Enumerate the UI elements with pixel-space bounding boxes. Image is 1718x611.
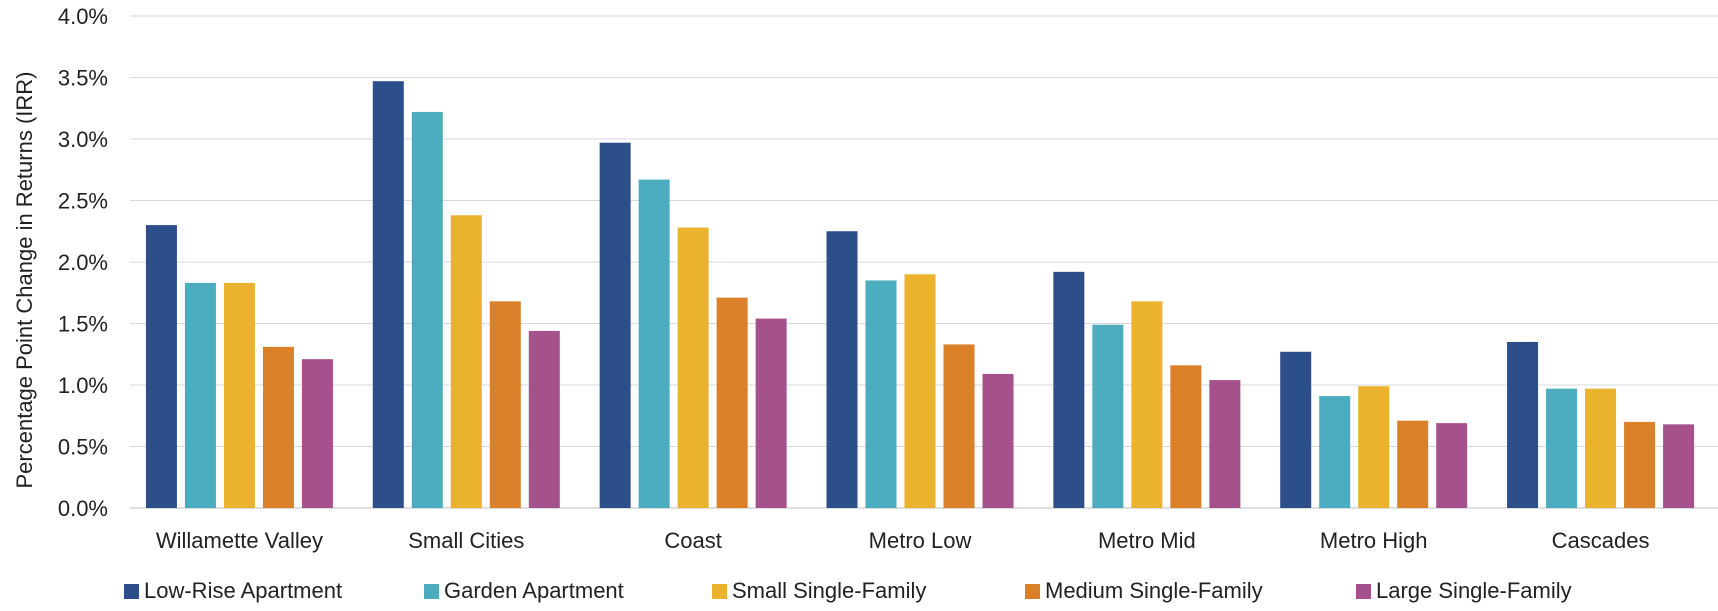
- y-tick-label: 3.0%: [58, 127, 108, 152]
- bar: [1319, 396, 1351, 508]
- bar: [411, 111, 443, 508]
- x-category-label: Metro Low: [869, 528, 972, 553]
- y-tick-label: 0.0%: [58, 496, 108, 521]
- x-category-label: Willamette Valley: [156, 528, 323, 553]
- bar: [301, 359, 333, 508]
- bar: [716, 297, 748, 508]
- bar: [1209, 380, 1241, 508]
- bar: [1436, 423, 1468, 508]
- legend-label: Small Single-Family: [732, 578, 927, 603]
- bar: [489, 301, 521, 508]
- legend-label: Garden Apartment: [444, 578, 624, 603]
- bar: [1170, 365, 1202, 508]
- bar: [638, 179, 670, 508]
- y-tick-label: 1.0%: [58, 373, 108, 398]
- bar: [1507, 341, 1539, 508]
- y-tick-label: 3.5%: [58, 66, 108, 91]
- bar: [184, 282, 216, 508]
- bar: [677, 227, 709, 508]
- legend-item: Small Single-Family: [712, 576, 926, 606]
- y-axis-label: Percentage Point Change in Returns (IRR): [12, 72, 37, 489]
- legend-item: Low-Rise Apartment: [124, 576, 342, 606]
- legend-swatch: [712, 583, 727, 599]
- x-axis-categories: Willamette Valley Small Cities Coast Metro …: [156, 528, 1650, 553]
- x-category-label: Cascades: [1552, 528, 1650, 553]
- y-tick-label: 1.5%: [58, 312, 108, 337]
- x-category-label: Metro Mid: [1098, 528, 1196, 553]
- bar: [943, 344, 975, 508]
- x-category-label: Coast: [664, 528, 721, 553]
- y-tick-label: 0.5%: [58, 435, 108, 460]
- bar: [1053, 271, 1085, 508]
- bar: [865, 280, 897, 508]
- bar: [450, 215, 482, 508]
- bar: [1663, 424, 1695, 508]
- legend-item: Garden Apartment: [424, 576, 624, 606]
- legend-swatch: [1025, 583, 1040, 599]
- legend-swatch: [124, 583, 139, 599]
- bar: [1585, 388, 1617, 508]
- bar: [145, 225, 177, 508]
- legend-item: Large Single-Family: [1356, 576, 1572, 606]
- y-tick-label: 4.0%: [58, 4, 108, 29]
- bar: [755, 318, 787, 508]
- y-tick-label: 2.0%: [58, 250, 108, 275]
- bars: [145, 81, 1695, 508]
- legend-swatch: [424, 583, 439, 599]
- legend-label: Medium Single-Family: [1045, 578, 1263, 603]
- bar: [1131, 301, 1163, 508]
- bar: [1358, 386, 1390, 508]
- x-category-label: Small Cities: [408, 528, 524, 553]
- legend: Low-Rise Apartment Garden Apartment Small …: [0, 576, 1718, 606]
- bar: [826, 231, 858, 508]
- y-tick-label: 2.5%: [58, 189, 108, 214]
- x-category-label: Metro High: [1320, 528, 1428, 553]
- bar-chart: 0.0% 0.5% 1.0% 1.5% 2.0% 2.5% 3.0% 3.5% 4.0% Wil…: [12, 4, 1718, 553]
- legend-label: Large Single-Family: [1376, 578, 1572, 603]
- legend-swatch: [1356, 583, 1371, 599]
- bar: [904, 274, 936, 508]
- bar: [1092, 324, 1124, 508]
- bar: [262, 346, 294, 508]
- bar: [1546, 388, 1578, 508]
- bar: [372, 81, 404, 508]
- bar: [528, 330, 560, 508]
- bar: [599, 142, 631, 508]
- bar: [982, 373, 1014, 508]
- y-axis-ticks: 0.0% 0.5% 1.0% 1.5% 2.0% 2.5% 3.0% 3.5% 4.0%: [58, 4, 108, 521]
- bar: [1624, 421, 1656, 508]
- bar: [1280, 351, 1312, 508]
- legend-label: Low-Rise Apartment: [144, 578, 343, 603]
- bar: [223, 282, 255, 508]
- bar: [1397, 420, 1429, 508]
- legend-item: Medium Single-Family: [1025, 576, 1263, 606]
